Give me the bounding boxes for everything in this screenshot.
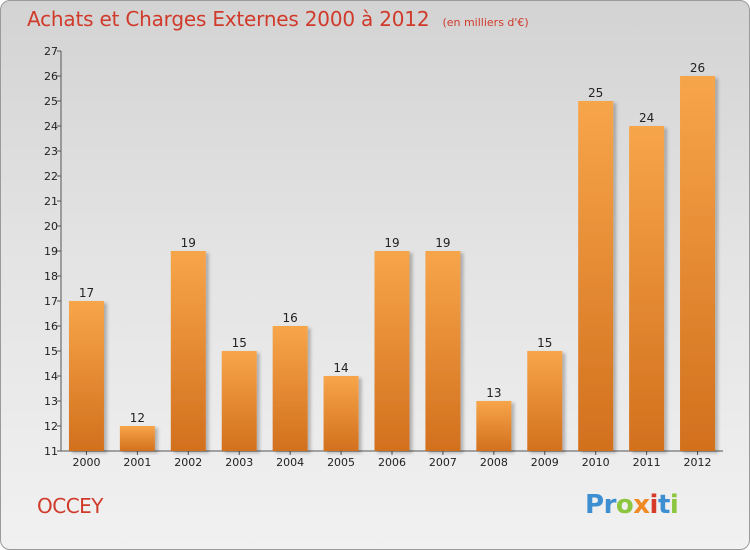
value-label: 15 <box>232 336 247 350</box>
value-label: 14 <box>333 361 348 375</box>
y-tick-label: 20 <box>44 220 58 233</box>
value-label: 15 <box>537 336 552 350</box>
chart-subtitle: (en milliers d'€) <box>442 16 529 29</box>
y-tick-label: 11 <box>44 445 58 458</box>
value-label: 24 <box>639 111 654 125</box>
bar-2005[interactable] <box>323 376 359 451</box>
x-tick-label: 2002 <box>174 456 202 469</box>
bar-2010[interactable] <box>578 101 614 451</box>
logo-letter: x <box>633 490 650 520</box>
y-tick-label: 17 <box>44 295 58 308</box>
x-tick-label: 2000 <box>72 456 100 469</box>
bar-2007[interactable] <box>425 251 461 451</box>
logo-letter: t <box>657 490 670 520</box>
value-label: 26 <box>690 61 705 75</box>
value-label: 19 <box>384 236 399 250</box>
y-tick-label: 26 <box>44 70 58 83</box>
x-tick-label: 2010 <box>582 456 610 469</box>
bar-2003[interactable] <box>221 351 257 451</box>
bar-2006[interactable] <box>374 251 410 451</box>
value-label: 19 <box>435 236 450 250</box>
bar-2011[interactable] <box>629 126 665 451</box>
logo-letter: i <box>669 490 679 520</box>
x-axis: 2000 2001 2002 2003 2004 2005 2006 2007 2008 2009… <box>61 450 723 469</box>
value-label: 19 <box>181 236 196 250</box>
logo-letter: P <box>585 490 604 520</box>
bar-2002[interactable] <box>170 251 206 451</box>
x-tick-label: 2006 <box>378 456 406 469</box>
bar-2000[interactable] <box>68 301 104 451</box>
x-tick-label: 2012 <box>684 456 712 469</box>
x-tick-label: 2011 <box>633 456 661 469</box>
value-label: 16 <box>283 311 298 325</box>
proxiti-logo[interactable]: Proxiti <box>585 490 679 520</box>
bar-2009[interactable] <box>527 351 563 451</box>
x-tick-label: 2004 <box>276 456 304 469</box>
y-tick-label: 22 <box>44 170 58 183</box>
bar-2012[interactable] <box>680 76 716 451</box>
chart-title: Achats et Charges Externes 2000 à 2012 <box>27 7 430 31</box>
value-labels: 17 12 19 15 16 14 19 19 13 15 25 24 26 <box>79 61 705 425</box>
bar-2004[interactable] <box>272 326 308 451</box>
x-tick-label: 2007 <box>429 456 457 469</box>
y-axis: 11 12 13 14 15 16 17 18 19 20 21 22 23 24 25 26 27 <box>44 45 62 458</box>
y-tick-label: 21 <box>44 195 58 208</box>
title-row: Achats et Charges Externes 2000 à 2012 (… <box>27 7 529 31</box>
y-tick-label: 24 <box>44 120 58 133</box>
bar-2001[interactable] <box>119 426 155 451</box>
x-tick-label: 2001 <box>123 456 151 469</box>
y-tick-label: 15 <box>44 345 58 358</box>
commune-name: OCCEY <box>37 494 104 518</box>
y-tick-label: 18 <box>44 270 58 283</box>
y-tick-label: 12 <box>44 420 58 433</box>
value-label: 13 <box>486 386 501 400</box>
y-tick-label: 14 <box>44 370 58 383</box>
y-tick-label: 16 <box>44 320 58 333</box>
value-label: 25 <box>588 86 603 100</box>
logo-letter: i <box>649 490 659 520</box>
x-tick-label: 2003 <box>225 456 253 469</box>
value-label: 12 <box>130 411 145 425</box>
x-tick-label: 2009 <box>531 456 559 469</box>
y-tick-label: 27 <box>44 45 58 58</box>
y-tick-label: 25 <box>44 95 58 108</box>
y-tick-label: 23 <box>44 145 58 158</box>
bar-2008[interactable] <box>476 401 512 451</box>
logo-letter: o <box>615 490 634 520</box>
bars <box>68 76 716 451</box>
logo-letter: r <box>603 490 617 520</box>
x-tick-label: 2008 <box>480 456 508 469</box>
y-tick-label: 19 <box>44 245 58 258</box>
x-tick-label: 2005 <box>327 456 355 469</box>
y-tick-label: 13 <box>44 395 58 408</box>
value-label: 17 <box>79 286 94 300</box>
